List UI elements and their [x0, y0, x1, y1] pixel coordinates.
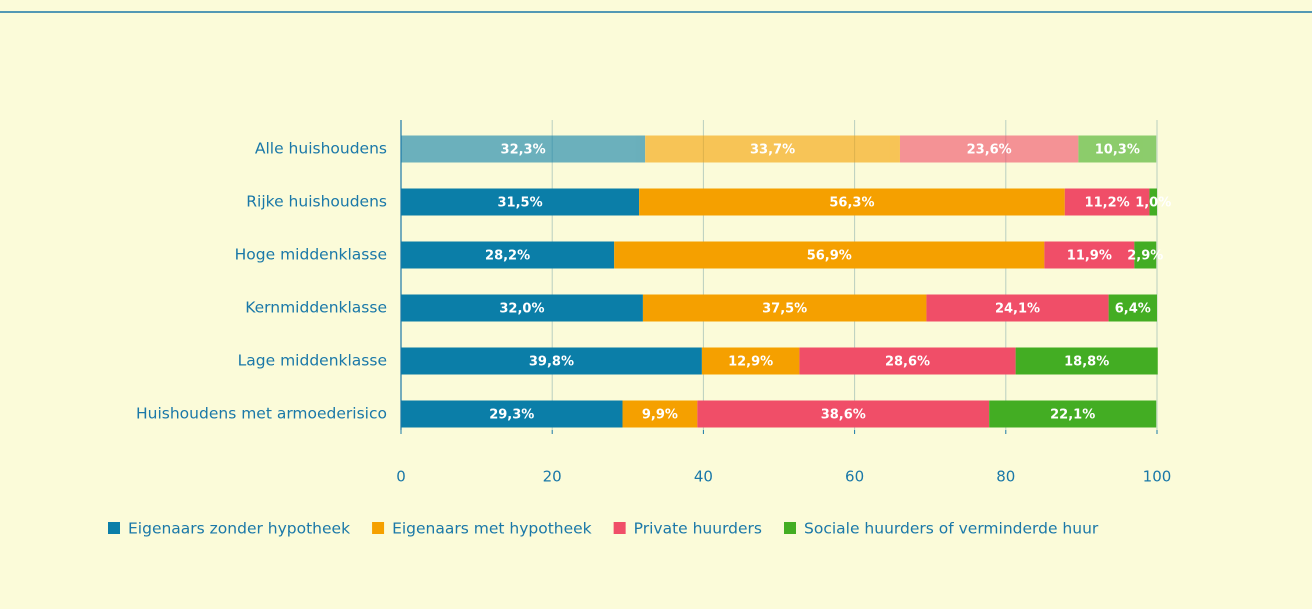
legend-label: Sociale huurders of verminderde huur	[804, 520, 1099, 538]
value-label: 12,9%	[728, 355, 773, 370]
x-tick-label: 100	[1143, 468, 1172, 486]
bar-segment	[701, 347, 800, 375]
bar-segment	[1078, 135, 1157, 163]
x-tick-label: 0	[396, 468, 406, 486]
bar-segment	[1064, 188, 1150, 216]
x-tick-label: 20	[543, 468, 562, 486]
category-label: Rijke huishoudens	[246, 193, 387, 211]
value-label: 11,9%	[1067, 249, 1112, 264]
bar-segment	[401, 400, 623, 428]
x-tick-label: 60	[845, 468, 864, 486]
x-tick-label: 80	[996, 468, 1015, 486]
value-label: 22,1%	[1050, 408, 1095, 423]
bar-segment	[622, 400, 698, 428]
legend-label: Eigenaars met hypotheek	[392, 520, 592, 538]
legend-label: Eigenaars zonder hypotheek	[128, 520, 350, 538]
bars: Alle huishoudens 32,3% 33,7% 23,6% 10,3% Rijk…	[136, 135, 1171, 428]
value-label: 18,8%	[1064, 355, 1109, 370]
bar-row	[401, 347, 1158, 375]
value-label: 10,3%	[1095, 143, 1140, 158]
legend-swatch	[613, 522, 626, 534]
bar-segment	[401, 241, 615, 269]
bar-segment	[639, 188, 1065, 216]
value-label: 56,9%	[807, 249, 852, 264]
bar-segment	[642, 294, 927, 322]
legend-swatch	[372, 522, 385, 534]
value-label: 39,8%	[529, 355, 574, 370]
category-label: Lage middenklasse	[238, 352, 387, 370]
bar-segment	[1149, 188, 1157, 216]
legend-swatch	[784, 522, 796, 534]
bar-segment	[401, 347, 702, 375]
value-label: 11,2%	[1085, 196, 1130, 211]
legend: Eigenaars zonder hypotheek Eigenaars met …	[108, 520, 1099, 538]
value-label: 31,5%	[498, 196, 543, 211]
value-label: 28,2%	[485, 249, 530, 264]
value-label: 37,5%	[762, 302, 807, 317]
value-label: 32,0%	[499, 302, 544, 317]
bar-segment	[989, 400, 1157, 428]
category-label: Huishoudens met armoederisico	[136, 405, 387, 423]
category-label: Kernmiddenklasse	[245, 299, 387, 317]
value-label: 9,9%	[642, 408, 678, 423]
value-label: 1,0%	[1135, 196, 1171, 211]
bar-segment	[614, 241, 1045, 269]
value-label: 28,6%	[885, 355, 930, 370]
bar-segment	[799, 347, 1016, 375]
value-label: 38,6%	[821, 408, 866, 423]
value-label: 29,3%	[489, 408, 534, 423]
bar-segment	[926, 294, 1109, 322]
bar-segment	[401, 188, 640, 216]
bar-segment	[401, 294, 643, 322]
bar-segment	[899, 135, 1079, 163]
value-label: 33,7%	[750, 143, 795, 158]
grid: 0 20 40 60 80 100	[396, 120, 1171, 486]
x-tick-label: 40	[694, 468, 713, 486]
legend-swatch	[108, 522, 120, 534]
value-label: 24,1%	[995, 302, 1040, 317]
value-label: 23,6%	[967, 143, 1012, 158]
bar-segment	[645, 135, 900, 163]
bar-row	[401, 294, 1157, 322]
bar-row	[401, 241, 1157, 269]
value-label: 32,3%	[501, 143, 546, 158]
value-label: 2,9%	[1127, 249, 1163, 264]
category-label: Alle huishoudens	[255, 140, 387, 158]
bar-row	[401, 400, 1157, 428]
category-label: Hoge middenklasse	[235, 246, 387, 264]
bar-segment	[697, 400, 990, 428]
legend-label: Private huurders	[634, 520, 762, 538]
bar-segment	[1015, 347, 1158, 375]
bar-row	[401, 188, 1157, 216]
bar-segment	[1044, 241, 1135, 269]
value-label: 6,4%	[1115, 302, 1151, 317]
bar-row	[401, 135, 1157, 163]
bar-segment	[401, 135, 646, 163]
bar-segment	[1134, 241, 1157, 269]
value-label: 56,3%	[829, 196, 874, 211]
bar-segment	[1108, 294, 1157, 322]
